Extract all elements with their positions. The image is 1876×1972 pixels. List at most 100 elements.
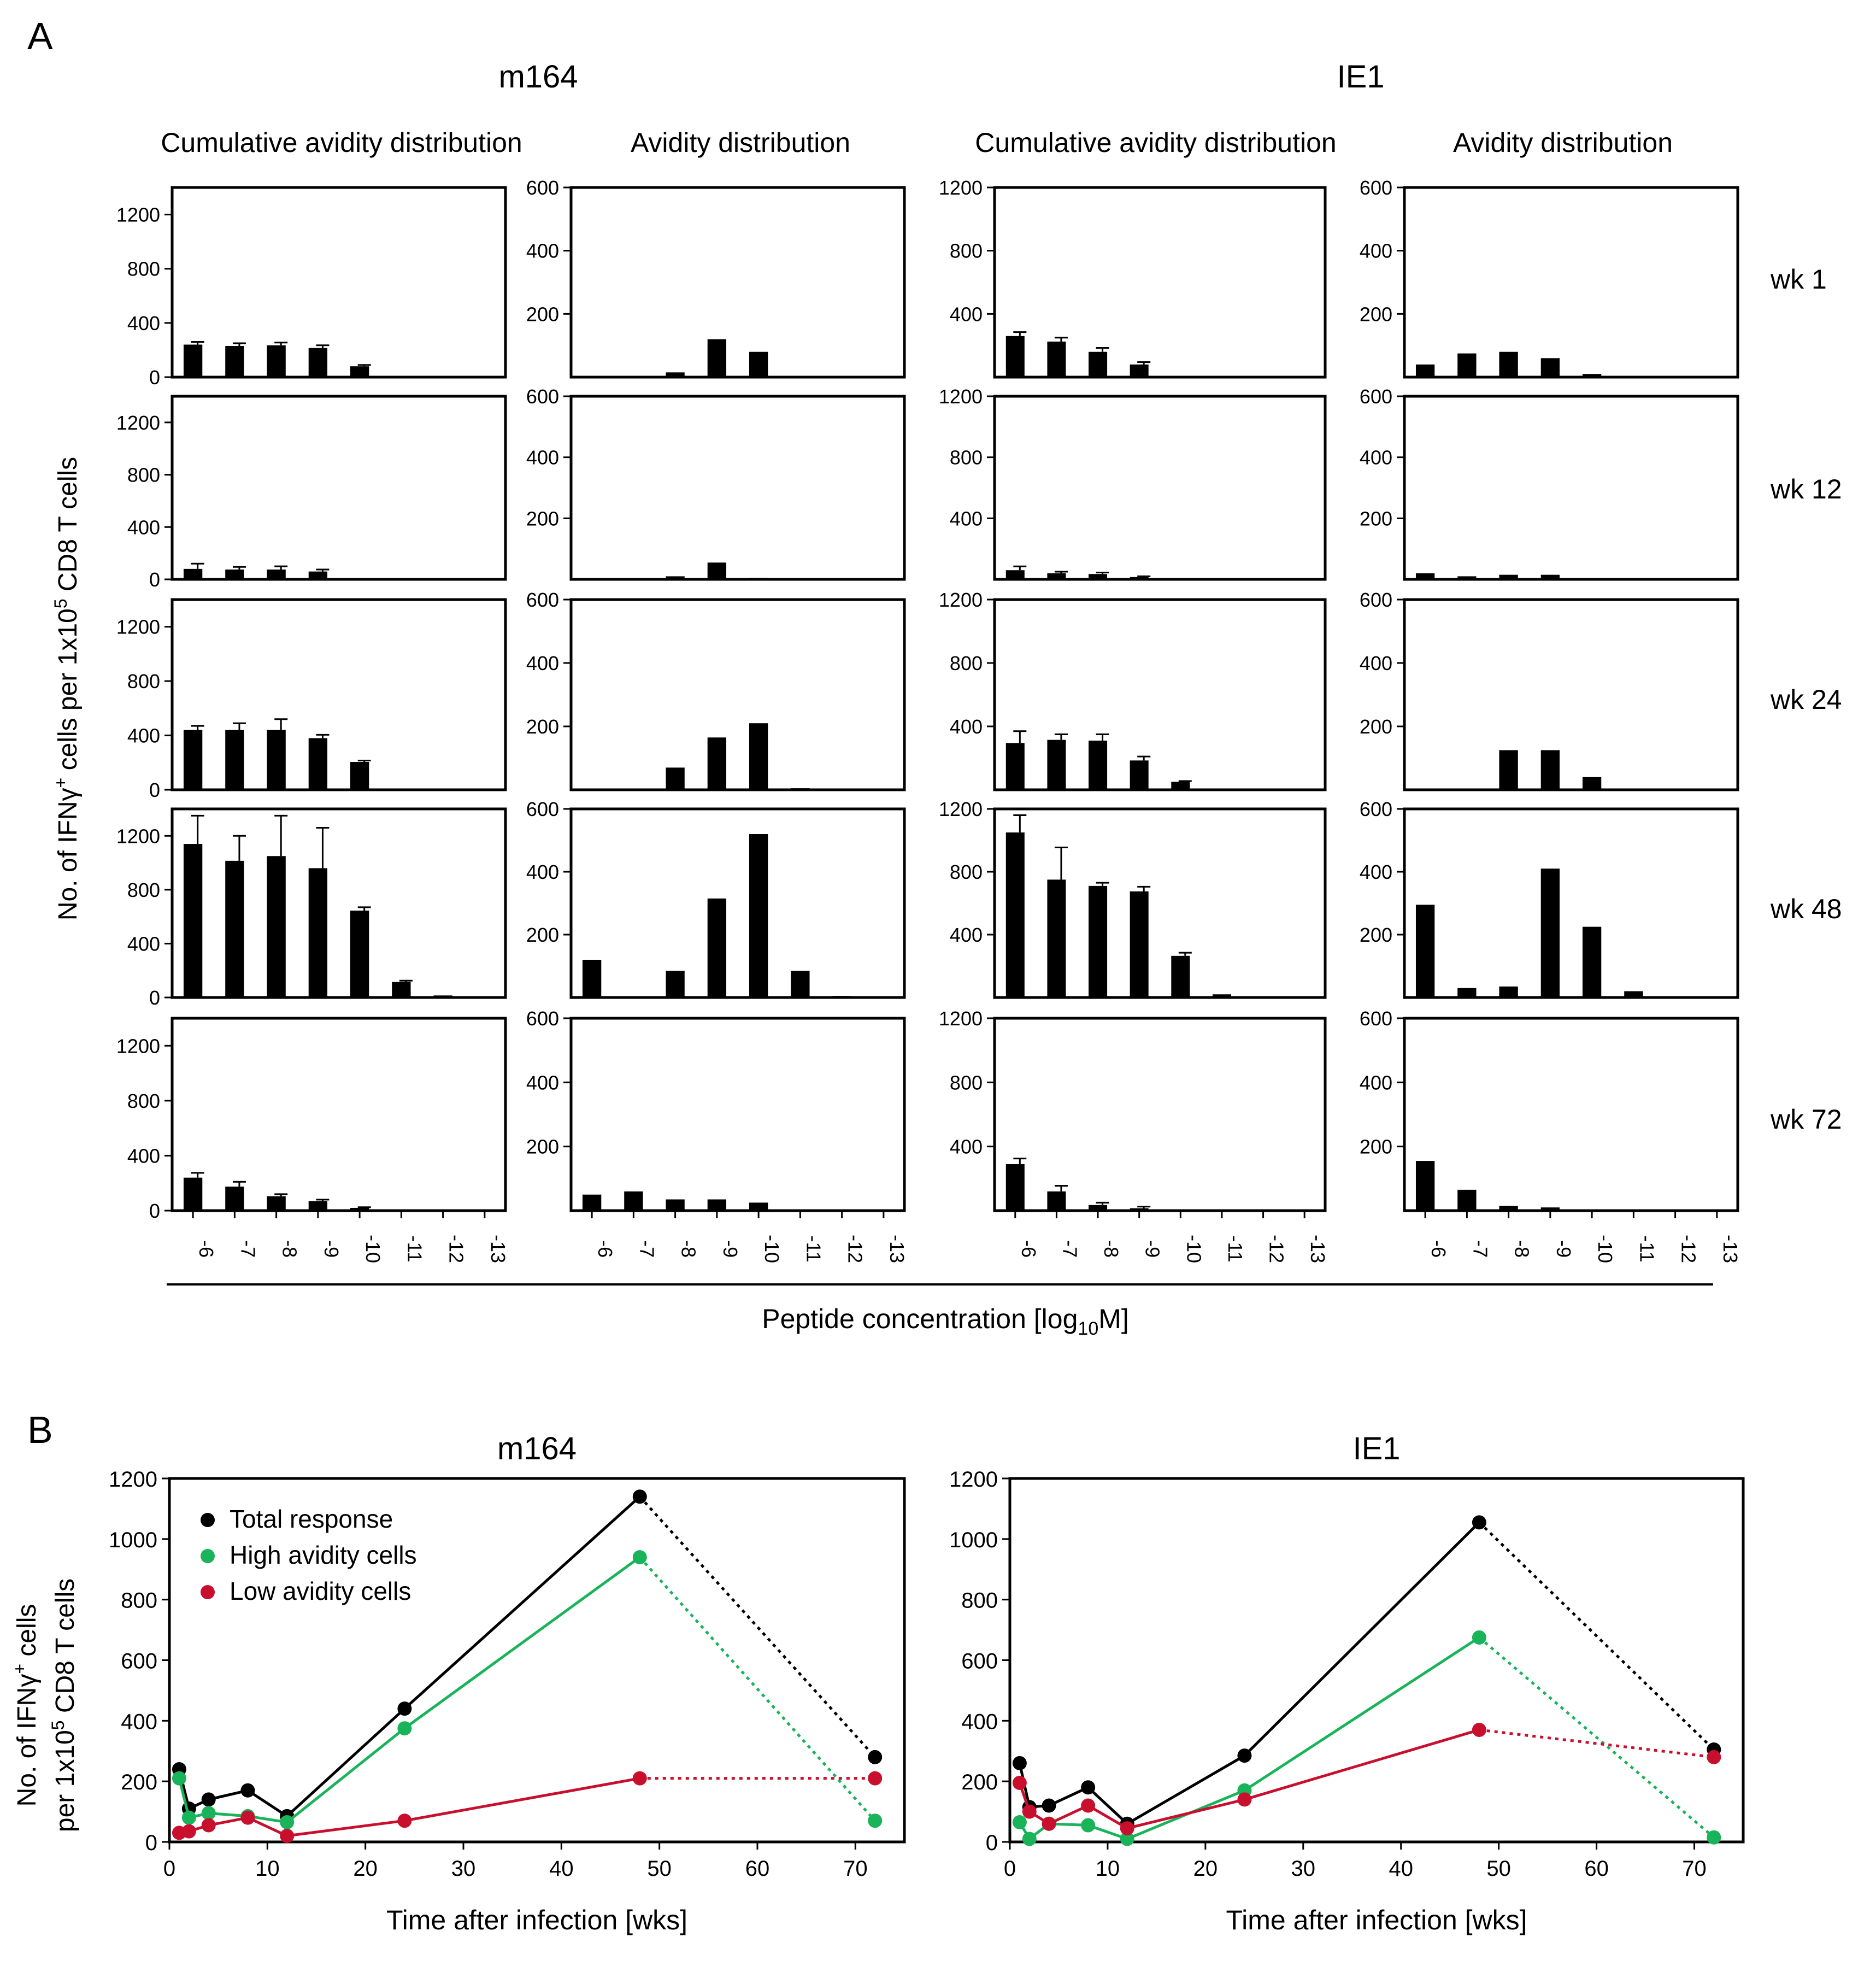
chart-line-m164: m164 0 200 400 600 800 1000 1200 0 10 20 30 40 50 60 70… [109, 1431, 906, 1935]
legend-entry: Low avidity cells [230, 1577, 411, 1605]
bar [1540, 358, 1560, 377]
y-tick-label: 0 [149, 987, 160, 1009]
bar [1415, 364, 1435, 377]
plot-frame [993, 598, 1327, 791]
chart-m164-avidity-wk1: 200 400 600 [526, 177, 906, 379]
bar [350, 911, 369, 997]
bar [1047, 1191, 1066, 1211]
chart-m164-avidity-wk48: 200 400 600 [526, 798, 906, 999]
y-tick-label: 1200 [116, 616, 160, 638]
bar [225, 860, 244, 997]
x-tick-label: 40 [1389, 1857, 1413, 1881]
data-point [280, 1815, 295, 1829]
y-tick-label: 400 [1360, 240, 1392, 262]
x-tick-label: -10 [362, 1235, 384, 1263]
data-point [1237, 1748, 1252, 1763]
y-tick-label: 1200 [939, 177, 983, 199]
bar [1499, 1206, 1518, 1211]
x-tick-label: -6 [594, 1240, 616, 1258]
data-point [1707, 1830, 1721, 1845]
bar [749, 351, 768, 377]
bar [1540, 868, 1560, 997]
x-tick-label: -7 [636, 1240, 658, 1258]
y-tick-label: 200 [526, 924, 559, 946]
x-tick-label: -9 [1142, 1240, 1164, 1258]
y-tick-label: 1200 [109, 1468, 157, 1492]
x-tick-label: 10 [1096, 1857, 1120, 1881]
legend-marker [201, 1549, 215, 1563]
bar [1005, 336, 1025, 377]
bar [1047, 341, 1066, 377]
bar [308, 348, 328, 377]
y-tick-label: 600 [526, 798, 559, 820]
data-point [1012, 1815, 1027, 1829]
chart-ie1-avidity-wk1: 200 400 600 [1360, 177, 1739, 379]
plot-frame [1008, 1477, 1745, 1844]
y-tick-label: 200 [1360, 507, 1392, 530]
bar [1624, 991, 1643, 997]
data-point [868, 1750, 883, 1764]
bar [1415, 573, 1435, 579]
y-tick-label: 400 [1360, 652, 1392, 674]
x-axis-label: Time after infection [wks] [1226, 1905, 1527, 1935]
data-point [632, 1489, 647, 1504]
bar [1047, 573, 1066, 579]
x-tick-label: -11 [1224, 1235, 1246, 1262]
bar [707, 737, 727, 790]
data-point [201, 1818, 216, 1833]
x-tick-label: -7 [1469, 1240, 1491, 1258]
bar [707, 339, 727, 377]
y-tick-label: 200 [526, 507, 559, 530]
x-tick-label: -6 [195, 1240, 217, 1258]
bar [267, 1196, 286, 1211]
x-tick-label: -9 [1552, 1240, 1575, 1258]
y-tick-label: 800 [127, 464, 160, 486]
chart-title: m164 [497, 1431, 577, 1466]
x-tick-label: -8 [678, 1240, 700, 1258]
data-point [1472, 1515, 1486, 1530]
legend-marker [201, 1513, 215, 1527]
week-label-72: wk 72 [1770, 1104, 1842, 1135]
data-point [1120, 1832, 1134, 1846]
chart-line-ie1: IE1 0 200 400 600 800 1000 1200 0 10 20 30 40 50 60 70 T… [949, 1431, 1745, 1935]
bar [225, 1187, 244, 1211]
plot-frame [1403, 186, 1739, 379]
y-axis-label-b: No. of IFNγ+ cells [10, 1604, 42, 1807]
x-tick-label: -11 [802, 1235, 825, 1262]
bar [433, 995, 452, 997]
bar [707, 562, 727, 579]
bar [666, 971, 685, 997]
bar [582, 960, 602, 997]
bar [267, 570, 286, 579]
y-tick-label: 200 [526, 303, 559, 325]
chart-ie1-cumulative-wk24: 400 800 1200 [939, 589, 1327, 791]
x-tick-label: 60 [745, 1857, 770, 1881]
x-tick-label: -12 [445, 1235, 468, 1263]
y-tick-label: 600 [961, 1650, 998, 1674]
bar [666, 1199, 685, 1211]
bar [1005, 832, 1025, 997]
y-tick-label: 400 [950, 715, 983, 738]
data-point [181, 1810, 196, 1825]
x-tick-label: -10 [761, 1235, 783, 1263]
y-tick-label: 600 [121, 1650, 157, 1674]
bar [308, 738, 328, 790]
bar [1047, 739, 1066, 790]
chart-m164-cumulative-wk24: 0 400 800 1200 [116, 598, 507, 801]
x-tick-label: -12 [1266, 1235, 1288, 1263]
data-point [1120, 1821, 1134, 1836]
plot-frame [170, 1017, 507, 1212]
bar [350, 762, 369, 790]
y-tick-label: 800 [121, 1589, 157, 1613]
data-point [1012, 1756, 1027, 1770]
y-tick-label: 400 [121, 1710, 157, 1734]
x-tick-label: -13 [487, 1235, 509, 1263]
y-tick-label: 400 [950, 303, 983, 325]
bar [1089, 1205, 1108, 1211]
bar [749, 723, 768, 790]
bar [267, 730, 286, 790]
y-tick-label: 600 [526, 589, 559, 611]
chart-ie1-avidity-wk72: 200 400 600 -6 -7 -8 -9 -10 -11 -12 -13 [1360, 1007, 1742, 1263]
y-tick-label: 200 [526, 715, 559, 738]
y-tick-label: 1200 [116, 204, 160, 226]
